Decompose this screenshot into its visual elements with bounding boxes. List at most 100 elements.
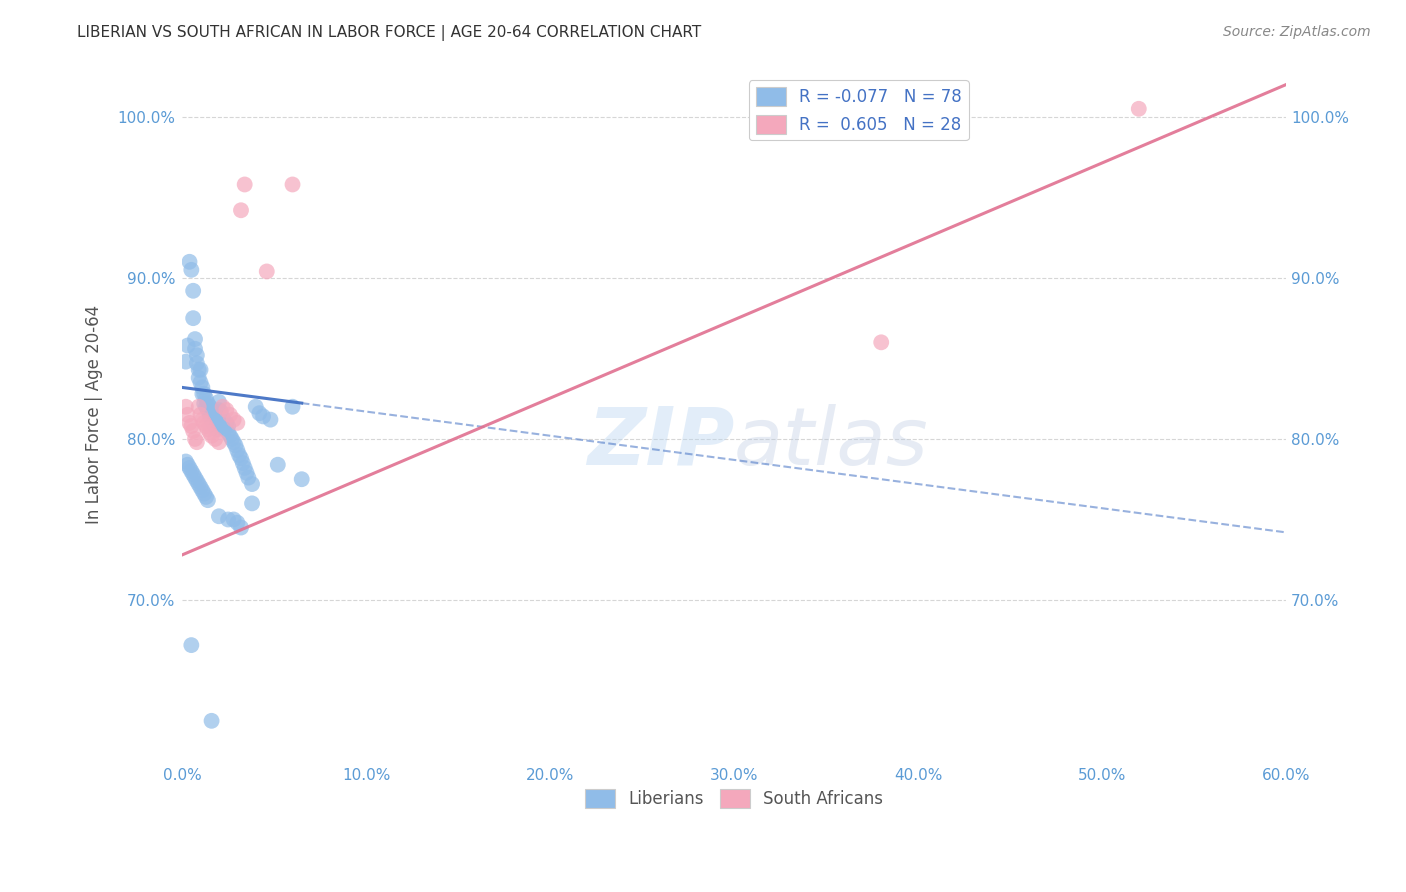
Point [180,419,202,434]
Point [233,178,256,192]
Point [219,428,242,442]
Point [184,470,207,484]
Point [240,477,263,491]
Point [202,408,225,422]
Point [226,416,249,430]
Point [181,467,204,482]
Point [215,416,238,430]
Point [238,470,260,484]
Point [186,356,208,370]
Point [209,404,232,418]
Point [211,400,233,414]
Point [180,263,202,277]
Point [190,376,212,390]
Point [184,342,207,356]
Point [191,412,214,426]
Point [184,332,207,346]
Point [198,408,221,422]
Point [195,400,218,414]
Point [174,400,197,414]
Point [214,422,236,436]
Point [186,435,208,450]
Point [195,392,218,406]
Point [240,496,263,510]
Point [197,396,219,410]
Point [195,419,218,434]
Point [217,419,239,434]
Point [217,512,239,526]
Point [233,461,256,475]
Point [281,178,304,192]
Point [180,638,202,652]
Point [186,348,208,362]
Point [176,458,198,472]
Point [180,464,202,478]
Point [211,419,233,434]
Point [222,512,245,526]
Point [208,435,231,450]
Point [187,400,209,414]
Point [208,395,231,409]
Point [235,466,257,480]
Point [179,416,201,430]
Point [245,400,267,414]
Point [219,408,242,422]
Point [184,432,207,446]
Point [204,419,226,434]
Text: LIBERIAN VS SOUTH AFRICAN IN LABOR FORCE | AGE 20-64 CORRELATION CHART: LIBERIAN VS SOUTH AFRICAN IN LABOR FORCE… [77,25,702,41]
Point [224,438,246,452]
Point [221,432,243,446]
Point [226,516,249,530]
Point [205,416,228,430]
Point [174,454,197,468]
Point [195,490,218,504]
Point [281,400,304,414]
Legend: Liberians, South Africans: Liberians, South Africans [578,782,890,815]
Point [256,264,278,278]
Text: ZIP: ZIP [586,403,734,482]
Point [208,509,231,524]
Point [190,408,212,422]
Point [190,480,212,494]
Point [259,412,281,426]
Point [267,458,290,472]
Point [179,461,201,475]
Point [197,403,219,417]
Point [191,387,214,401]
Y-axis label: In Labor Force | Age 20-64: In Labor Force | Age 20-64 [86,305,103,524]
Point [197,422,219,436]
Point [198,425,221,440]
Point [1128,102,1150,116]
Point [176,338,198,352]
Point [179,254,201,268]
Point [217,425,239,440]
Point [208,403,231,417]
Point [181,284,204,298]
Point [247,406,270,420]
Text: atlas: atlas [734,403,929,482]
Point [191,380,214,394]
Point [193,416,215,430]
Point [870,335,893,350]
Point [232,456,254,470]
Point [200,403,222,417]
Point [198,400,221,414]
Point [229,520,252,534]
Point [226,762,249,776]
Point [193,396,215,410]
Point [202,416,225,430]
Point [222,412,245,426]
Point [211,411,233,425]
Point [229,451,252,466]
Point [209,412,232,426]
Point [215,403,238,417]
Point [200,714,222,728]
Point [228,448,250,462]
Point [193,387,215,401]
Point [252,409,274,424]
Point [187,477,209,491]
Point [193,486,215,500]
Point [190,362,212,376]
Point [226,443,249,458]
Point [186,474,208,488]
